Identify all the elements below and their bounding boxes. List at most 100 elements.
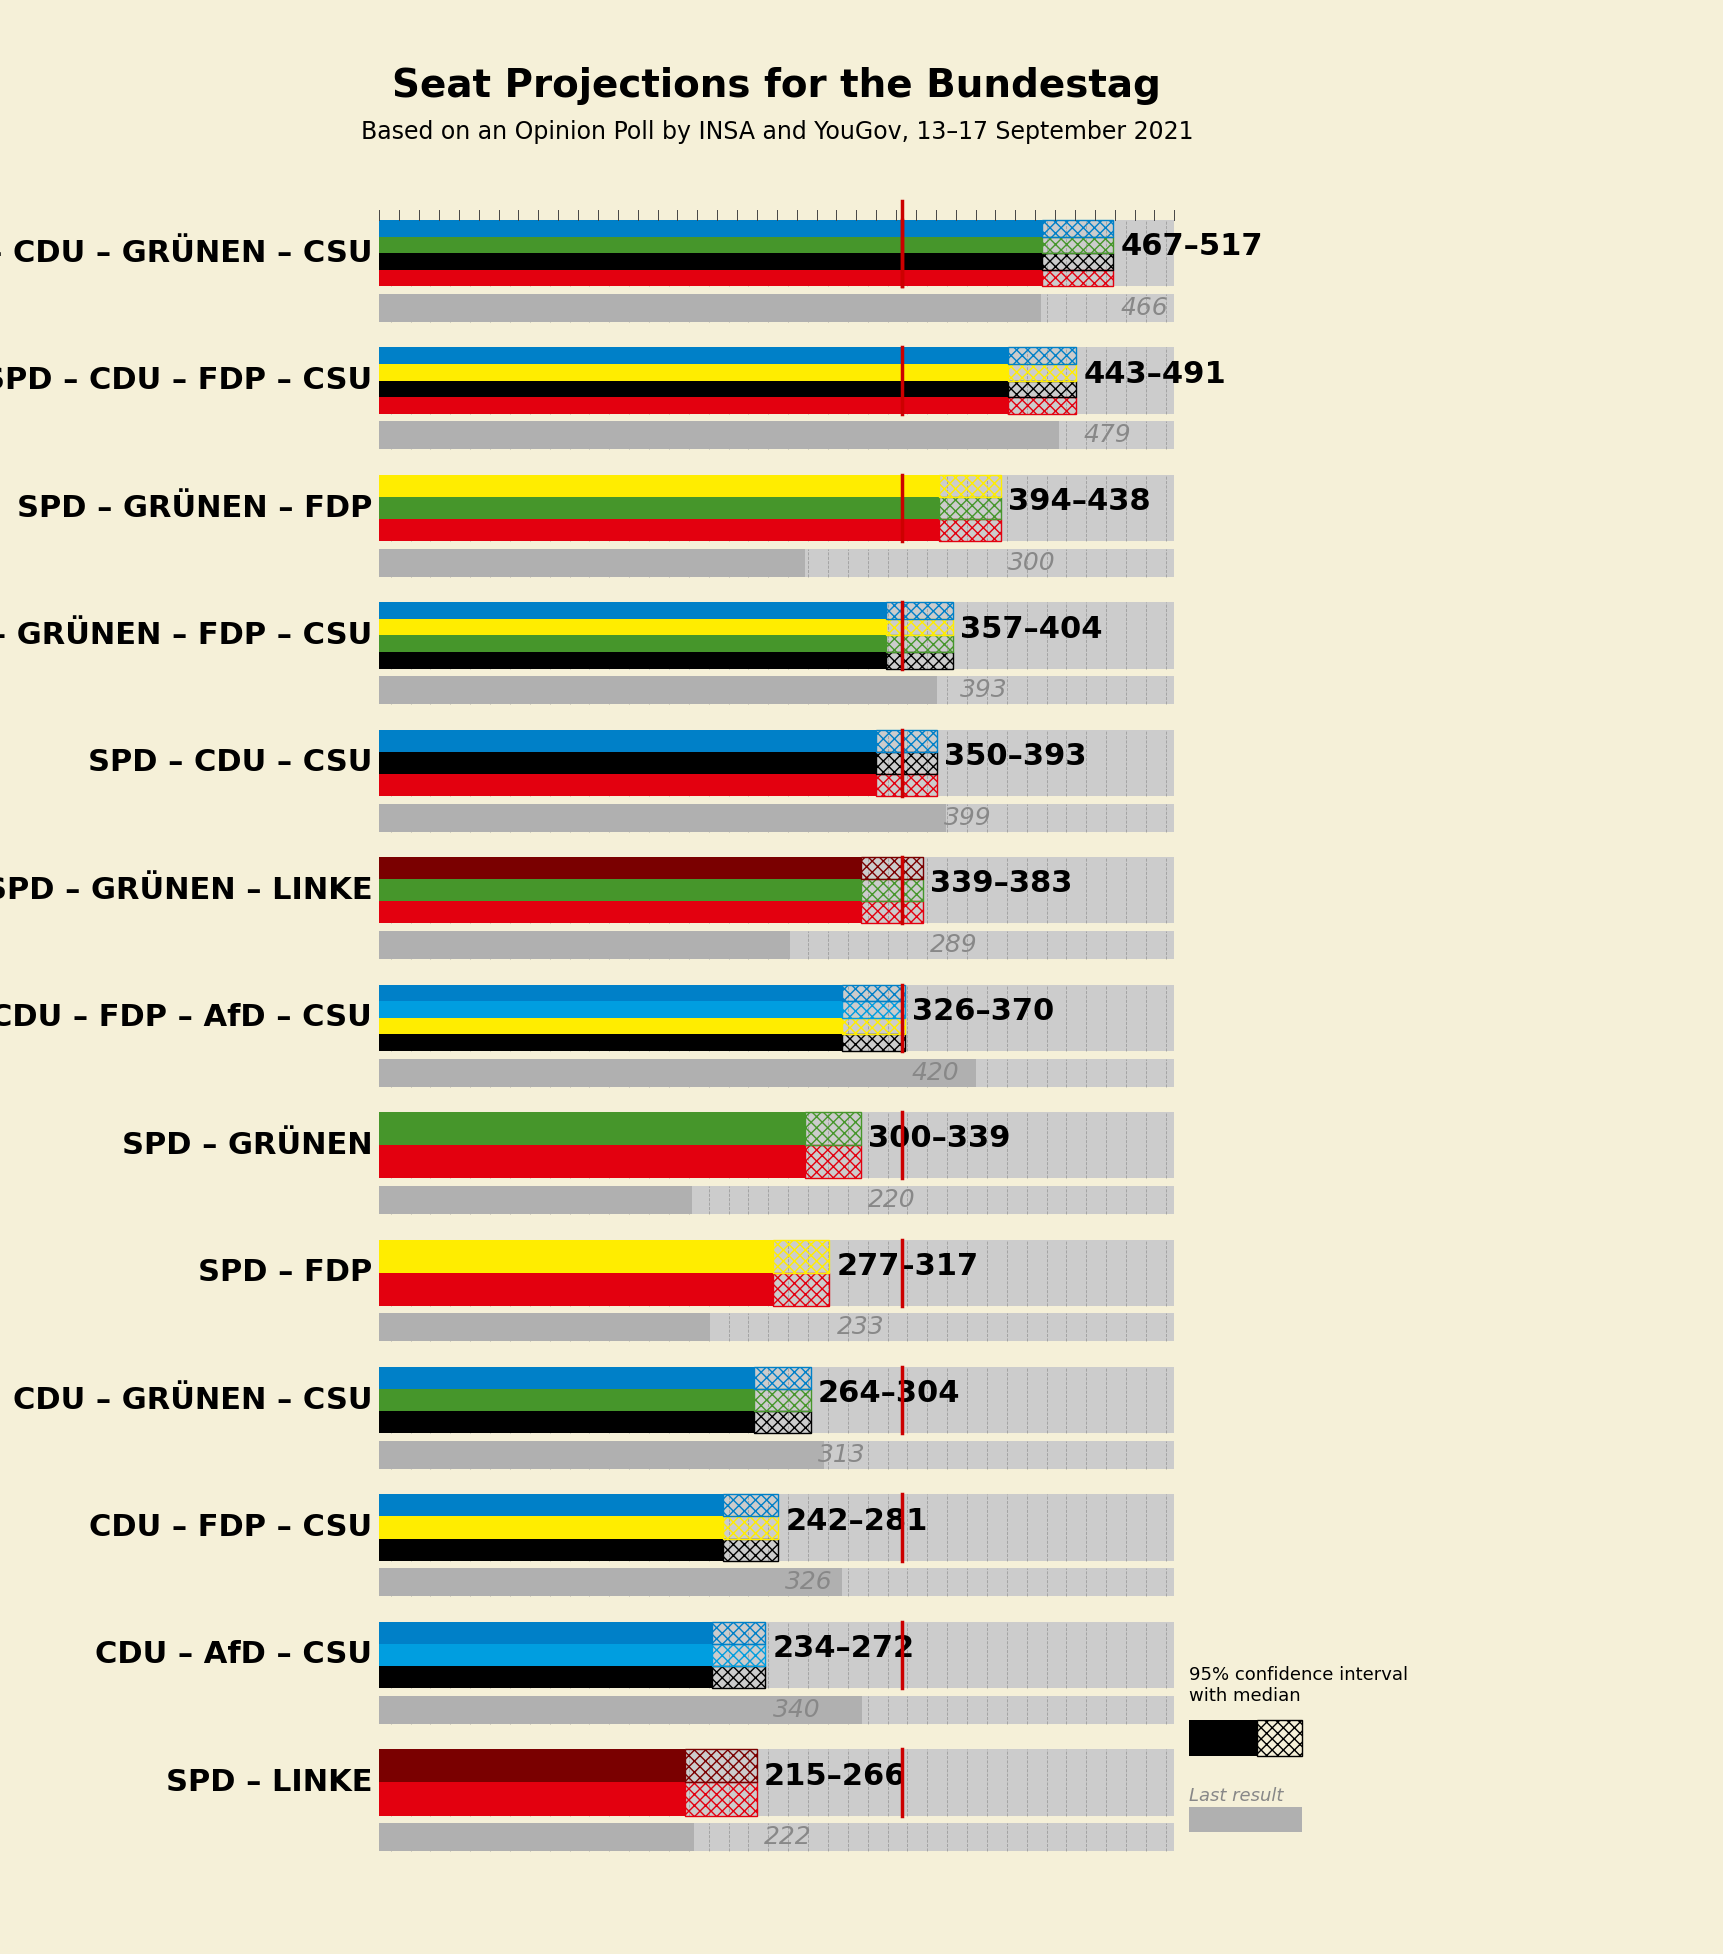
Text: 222: 222 bbox=[763, 1825, 812, 1848]
Bar bbox=[379, 1440, 824, 1469]
Bar bbox=[379, 1112, 1173, 1178]
Bar bbox=[1256, 1720, 1301, 1755]
Bar bbox=[805, 1145, 860, 1178]
Text: SPD – CDU – FDP – CSU: SPD – CDU – FDP – CSU bbox=[0, 365, 372, 395]
Bar bbox=[379, 348, 1173, 414]
Text: CDU – GRÜNEN – FDP – CSU: CDU – GRÜNEN – FDP – CSU bbox=[0, 621, 372, 651]
Bar bbox=[379, 1272, 772, 1305]
Bar bbox=[379, 1823, 694, 1850]
Text: 394–438: 394–438 bbox=[1008, 487, 1151, 516]
Bar bbox=[860, 858, 922, 879]
Text: 350–393: 350–393 bbox=[944, 743, 1085, 772]
Text: 339–383: 339–383 bbox=[930, 870, 1072, 899]
Bar bbox=[379, 1059, 1173, 1086]
Bar bbox=[379, 1368, 753, 1389]
Text: SPD – GRÜNEN – FDP: SPD – GRÜNEN – FDP bbox=[17, 494, 372, 522]
Text: SPD – CDU – CSU: SPD – CDU – CSU bbox=[88, 748, 372, 778]
Bar bbox=[379, 549, 1173, 576]
Bar bbox=[860, 901, 922, 924]
Bar bbox=[379, 729, 875, 752]
Bar bbox=[379, 1823, 1173, 1850]
Bar bbox=[379, 619, 886, 635]
Bar bbox=[379, 221, 1042, 236]
Bar bbox=[379, 602, 1173, 668]
Bar bbox=[379, 496, 937, 520]
Bar bbox=[379, 422, 1173, 449]
Bar bbox=[886, 602, 953, 619]
Bar bbox=[1008, 381, 1075, 397]
Text: CDU – FDP – AfD – CSU: CDU – FDP – AfD – CSU bbox=[0, 1002, 372, 1032]
Bar bbox=[875, 752, 937, 774]
Bar bbox=[379, 363, 1008, 381]
Bar bbox=[805, 1112, 860, 1145]
Bar bbox=[937, 520, 1001, 541]
Bar bbox=[712, 1643, 765, 1667]
Bar bbox=[379, 1569, 1173, 1596]
Bar bbox=[379, 752, 875, 774]
Text: 242–281: 242–281 bbox=[786, 1507, 927, 1536]
Bar bbox=[379, 397, 1008, 414]
Bar bbox=[379, 549, 805, 576]
Bar bbox=[379, 635, 886, 653]
Bar bbox=[379, 1411, 753, 1432]
Bar bbox=[1042, 236, 1113, 254]
Bar bbox=[379, 236, 1042, 254]
Bar bbox=[753, 1411, 810, 1432]
Bar bbox=[379, 1034, 841, 1051]
Bar bbox=[379, 1440, 1173, 1469]
Bar bbox=[937, 475, 1001, 496]
Bar bbox=[379, 1313, 1173, 1342]
Bar bbox=[379, 1696, 1173, 1723]
Bar bbox=[379, 1112, 805, 1145]
Bar bbox=[712, 1622, 765, 1643]
Bar bbox=[379, 221, 1173, 287]
Bar bbox=[1187, 1807, 1301, 1833]
Bar bbox=[379, 932, 1173, 959]
Text: 466: 466 bbox=[1120, 295, 1168, 320]
Bar bbox=[1008, 397, 1075, 414]
Bar bbox=[684, 1782, 756, 1815]
Bar bbox=[379, 1749, 1173, 1815]
Bar bbox=[886, 653, 953, 668]
Text: SPD – FDP: SPD – FDP bbox=[198, 1258, 372, 1288]
Bar bbox=[379, 676, 1173, 703]
Text: 326: 326 bbox=[786, 1571, 832, 1594]
Text: 326–370: 326–370 bbox=[911, 997, 1053, 1026]
Bar bbox=[379, 270, 1042, 287]
Bar bbox=[379, 1643, 712, 1667]
Bar bbox=[772, 1272, 829, 1305]
Bar bbox=[379, 254, 1042, 270]
Bar bbox=[379, 879, 860, 901]
Bar bbox=[875, 774, 937, 795]
Bar bbox=[1042, 221, 1113, 236]
Bar bbox=[722, 1516, 777, 1538]
Bar bbox=[379, 381, 1008, 397]
Bar bbox=[379, 1239, 1173, 1305]
Text: Seat Projections for the Bundestag: Seat Projections for the Bundestag bbox=[393, 66, 1161, 106]
Bar bbox=[937, 496, 1001, 520]
Bar bbox=[379, 422, 1058, 449]
Bar bbox=[379, 1239, 772, 1272]
Text: SPD – GRÜNEN – LINKE: SPD – GRÜNEN – LINKE bbox=[0, 875, 372, 905]
Bar bbox=[379, 348, 1008, 363]
Text: 313: 313 bbox=[817, 1442, 865, 1467]
Bar bbox=[379, 901, 860, 924]
Bar bbox=[379, 1059, 975, 1086]
Text: 420: 420 bbox=[911, 1061, 958, 1084]
Bar bbox=[379, 1749, 684, 1782]
Bar bbox=[379, 774, 875, 795]
Bar bbox=[379, 858, 860, 879]
Bar bbox=[379, 1782, 684, 1815]
Bar bbox=[379, 803, 1173, 832]
Text: SPD – CDU – GRÜNEN – CSU: SPD – CDU – GRÜNEN – CSU bbox=[0, 238, 372, 268]
Text: 289: 289 bbox=[930, 934, 977, 957]
Bar bbox=[379, 1622, 1173, 1688]
Bar bbox=[1042, 270, 1113, 287]
Bar bbox=[379, 1018, 841, 1034]
Bar bbox=[379, 1495, 1173, 1561]
Bar bbox=[860, 879, 922, 901]
Bar bbox=[772, 1239, 829, 1272]
Text: 357–404: 357–404 bbox=[960, 616, 1101, 643]
Bar bbox=[379, 293, 1041, 322]
Text: Based on an Opinion Poll by INSA and YouGov, 13–17 September 2021: Based on an Opinion Poll by INSA and You… bbox=[360, 119, 1192, 143]
